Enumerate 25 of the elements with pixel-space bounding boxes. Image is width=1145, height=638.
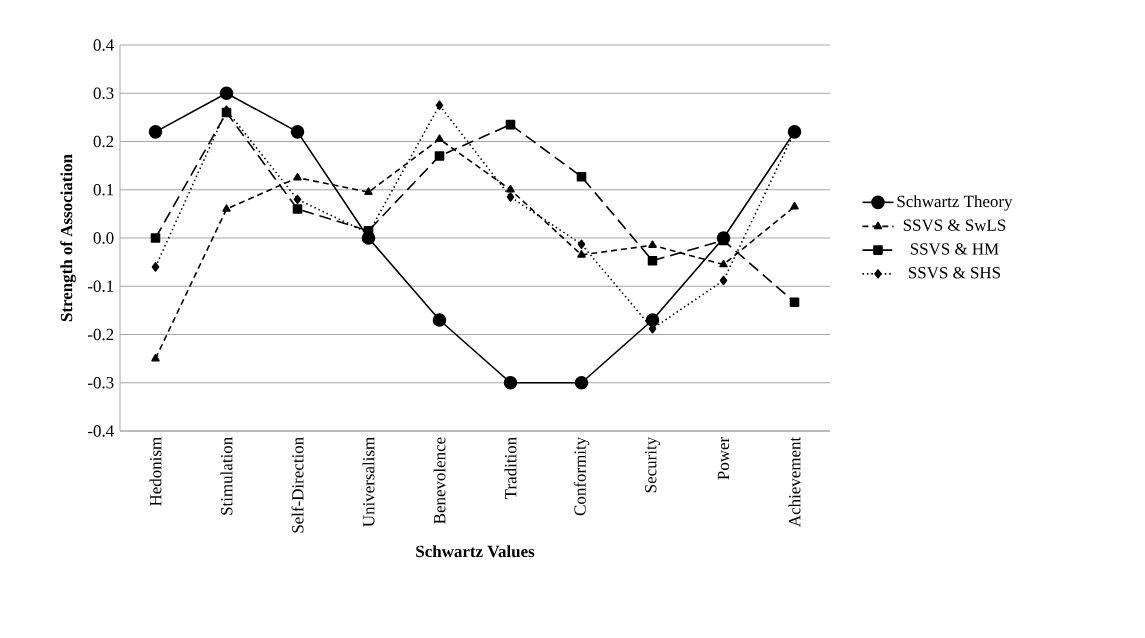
- y-tick-label: -0.4: [87, 425, 114, 437]
- x-tick-label: Power: [717, 437, 730, 480]
- x-tick-label: Tradition: [504, 437, 517, 499]
- x-tick-label: Security: [645, 436, 660, 493]
- x-tick-label: Benevolence: [433, 437, 446, 524]
- y-tick-label: 0.2: [93, 135, 114, 148]
- legend-label: SSVS & SHS: [908, 266, 1000, 279]
- x-tick-label: Self-Direction: [291, 437, 304, 533]
- legend-label: SSVS & SwLS: [903, 219, 1006, 231]
- x-tick-label: Achievement: [788, 436, 801, 527]
- y-tick-label: -0.3: [87, 377, 114, 389]
- legend-label: Schwartz Theory: [897, 195, 1013, 211]
- y-tick-label: 0.3: [93, 87, 114, 99]
- y-tick-label: -0.2: [87, 328, 114, 341]
- x-tick-label: Hedonism: [149, 437, 162, 506]
- x-tick-label: Conformity: [573, 436, 590, 516]
- y-tick-label: 0.0: [93, 232, 114, 244]
- y-axis-title: Strength of Association: [60, 154, 76, 322]
- x-tick-label: Stimulation: [220, 437, 233, 515]
- y-tick-label: 0.1: [93, 184, 114, 196]
- y-tick-label: -0.1: [87, 280, 114, 292]
- x-tick-label: Universalism: [362, 437, 375, 527]
- x-axis-title: Schwartz Values: [416, 545, 535, 558]
- legend-label: SSVS & HM: [910, 243, 999, 255]
- y-tick-label: 0.4: [93, 39, 114, 51]
